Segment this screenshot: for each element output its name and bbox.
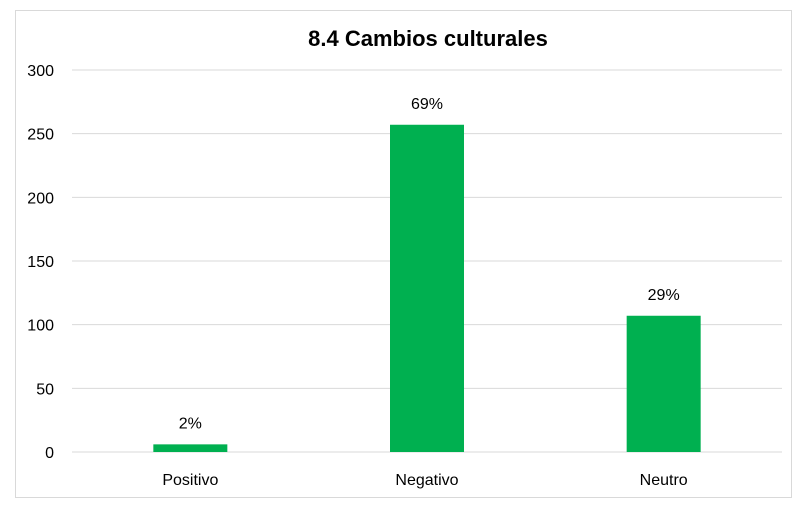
y-tick-label: 100 (27, 318, 54, 335)
data-label: 69% (411, 96, 443, 113)
bar-positivo (153, 444, 228, 452)
x-tick-label: Negativo (395, 472, 458, 489)
x-axis-labels: Positivo Negativo Neutro (162, 472, 687, 489)
y-axis-ticks: 0 50 100 150 200 250 300 (27, 63, 54, 462)
y-tick-label: 300 (27, 63, 54, 80)
chart-title: 8.4 Cambios culturales (308, 26, 548, 51)
data-label: 29% (648, 287, 680, 304)
bars (153, 124, 701, 453)
y-tick-label: 0 (45, 445, 54, 462)
y-tick-label: 150 (27, 254, 54, 271)
data-label: 2% (179, 415, 202, 432)
x-tick-label: Neutro (640, 472, 688, 489)
bar-neutro (626, 315, 701, 452)
y-tick-label: 50 (36, 381, 54, 398)
x-tick-label: Positivo (162, 472, 218, 489)
y-tick-label: 200 (27, 190, 54, 207)
y-tick-label: 250 (27, 127, 54, 144)
bar-negativo (390, 124, 464, 453)
data-labels: 2% 69% 29% (179, 96, 680, 433)
